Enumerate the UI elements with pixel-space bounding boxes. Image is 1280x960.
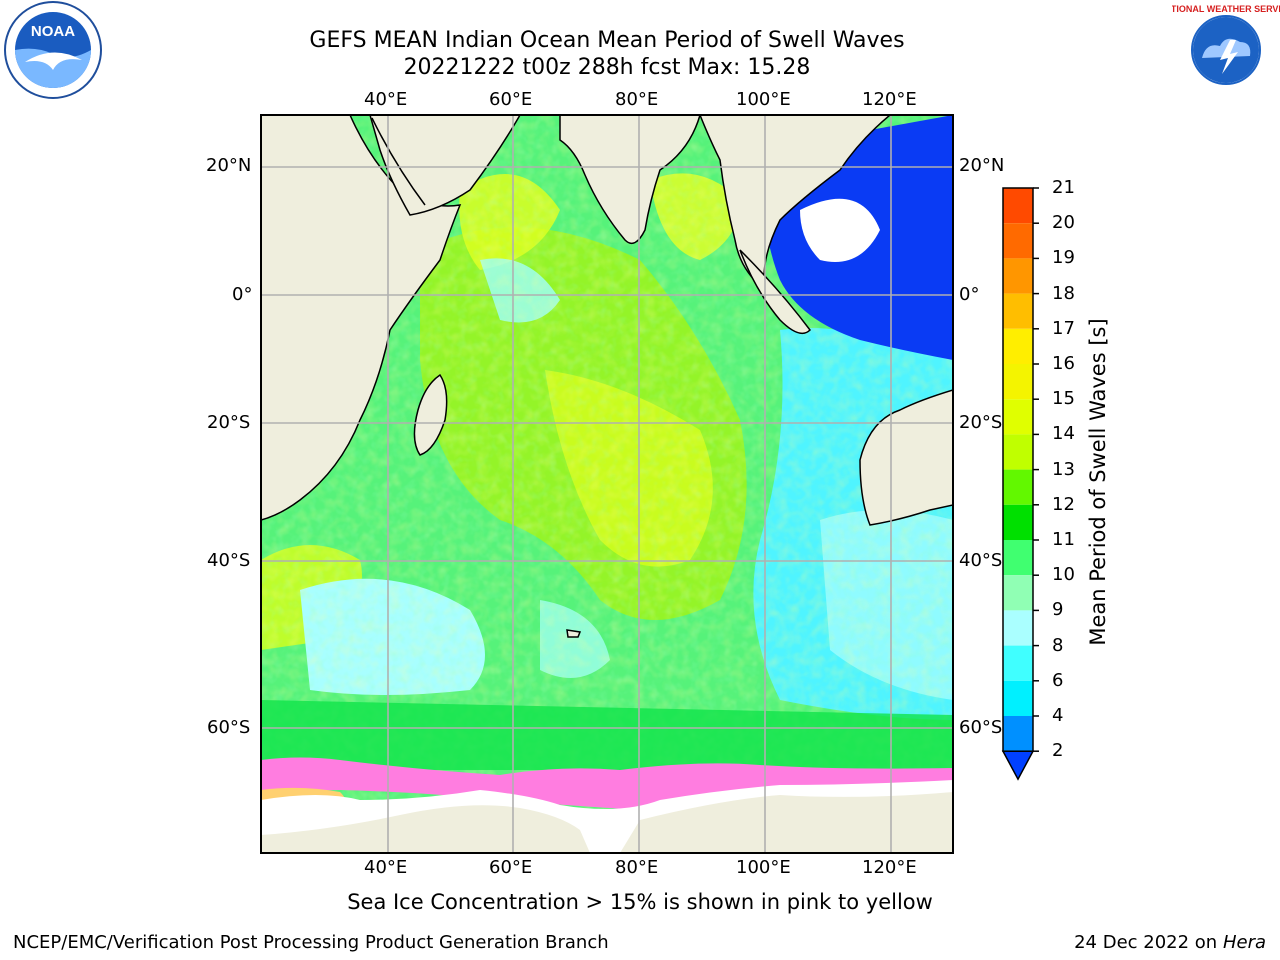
colorbar-tick-label: 12 xyxy=(1052,493,1075,515)
colorbar-tick-label: 10 xyxy=(1052,564,1075,586)
lon-label-top-100e: 100°E xyxy=(736,89,791,110)
lon-label-top-40e: 40°E xyxy=(364,89,408,110)
lon-label-top-60e: 60°E xyxy=(489,89,533,110)
svg-text:NATIONAL WEATHER SERVICE: NATIONAL WEATHER SERVICE xyxy=(1172,4,1280,14)
lon-label-bottom-80e: 80°E xyxy=(615,857,659,878)
lat-label-right-20n: 20°N xyxy=(959,155,1005,176)
nws-logo: NATIONAL WEATHER SERVICE xyxy=(1172,3,1280,97)
colorbar-segment xyxy=(1003,716,1033,752)
colorbar-tick-label: 20 xyxy=(1052,212,1075,234)
southern-green-band xyxy=(261,700,953,770)
lon-label-top-120e: 120°E xyxy=(862,89,917,110)
map-frame xyxy=(260,114,954,854)
colorbar-segment xyxy=(1003,364,1033,400)
colorbar-tick-label: 6 xyxy=(1052,669,1064,691)
colorbar-segment xyxy=(1003,293,1033,329)
colorbar xyxy=(1001,187,1039,781)
india xyxy=(559,115,701,245)
lat-label-right-20s: 20°S xyxy=(959,412,1003,433)
colorbar-segment xyxy=(1003,645,1033,681)
footer-date-text: 24 Dec 2022 on xyxy=(1074,932,1218,953)
lat-label-left-20n: 20°N xyxy=(206,155,252,176)
madagascar xyxy=(413,373,448,456)
footer-branch: NCEP/EMC/Verification Post Processing Pr… xyxy=(13,932,609,953)
colorbar-segment xyxy=(1003,399,1033,435)
colorbar-tick-label: 11 xyxy=(1052,529,1075,550)
lat-label-left-40s: 40°S xyxy=(207,550,251,571)
sumatra xyxy=(739,249,811,335)
footer-host: Hera xyxy=(1222,932,1266,953)
colorbar-tick-label: 9 xyxy=(1052,599,1064,621)
lon-label-top-80e: 80°E xyxy=(615,89,659,110)
lon-label-bottom-40e: 40°E xyxy=(364,857,408,878)
colorbar-segment xyxy=(1003,258,1033,294)
colorbar-segment xyxy=(1003,434,1033,470)
colorbar-segment xyxy=(1003,469,1033,505)
colorbar-tick-label: 16 xyxy=(1052,353,1075,374)
colorbar-tick-label: 8 xyxy=(1052,634,1064,656)
colorbar-tick-label: 17 xyxy=(1052,317,1075,339)
colorbar-tick-label: 2 xyxy=(1052,740,1064,762)
sea-ice-note: Sea Ice Concentration > 15% is shown in … xyxy=(347,890,933,914)
colorbar-tick-label: 21 xyxy=(1052,177,1075,198)
footer-date: 24 Dec 2022 on Hera xyxy=(1074,932,1266,953)
colorbar-segment xyxy=(1003,575,1033,611)
map-title-line2: 20221222 t00z 288h fcst Max: 15.28 xyxy=(403,55,811,80)
map-title-line1: GEFS MEAN Indian Ocean Mean Period of Sw… xyxy=(309,28,905,53)
colorbar-segment xyxy=(1003,188,1033,224)
antarctica-coast-land xyxy=(261,805,590,853)
lat-label-left-20s: 20°S xyxy=(207,412,251,433)
lat-label-left-60s: 60°S xyxy=(207,717,251,738)
lat-label-left-0: 0° xyxy=(232,284,253,305)
colorbar-tick-label: 19 xyxy=(1052,247,1075,269)
kerguelen-island xyxy=(566,629,582,638)
lat-label-right-0: 0° xyxy=(959,284,980,305)
arabia xyxy=(369,115,521,216)
lon-label-bottom-100e: 100°E xyxy=(736,857,791,878)
colorbar-extend-triangle xyxy=(1001,750,1035,781)
colorbar-segment xyxy=(1003,504,1033,540)
svg-text:NOAA: NOAA xyxy=(31,23,75,40)
colorbar-segment xyxy=(1003,680,1033,716)
lat-label-right-40s: 40°S xyxy=(959,550,1003,571)
lon-label-bottom-60e: 60°E xyxy=(489,857,533,878)
colorbar-segment xyxy=(1003,223,1033,259)
se-asia-white xyxy=(800,198,880,262)
colorbar-segment xyxy=(1003,540,1033,576)
colorbar-tick-label: 18 xyxy=(1052,282,1075,304)
colorbar-tick-label: 13 xyxy=(1052,458,1075,480)
sea-ice-band xyxy=(261,757,953,810)
colorbar-segment xyxy=(1003,328,1033,364)
lat-label-right-60s: 60°S xyxy=(959,717,1003,738)
colorbar-segment xyxy=(1003,610,1033,646)
noaa-logo: NOAA xyxy=(4,1,102,99)
lon-label-bottom-120e: 120°E xyxy=(862,857,917,878)
colorbar-title: Mean Period of Swell Waves [s] xyxy=(1086,318,1110,646)
colorbar-tick-label: 15 xyxy=(1052,388,1075,410)
colorbar-tick-label: 14 xyxy=(1052,423,1075,445)
graticule xyxy=(261,115,953,853)
colorbar-tick-label: 4 xyxy=(1052,705,1064,726)
antarctica-coast-land-east xyxy=(620,792,953,853)
